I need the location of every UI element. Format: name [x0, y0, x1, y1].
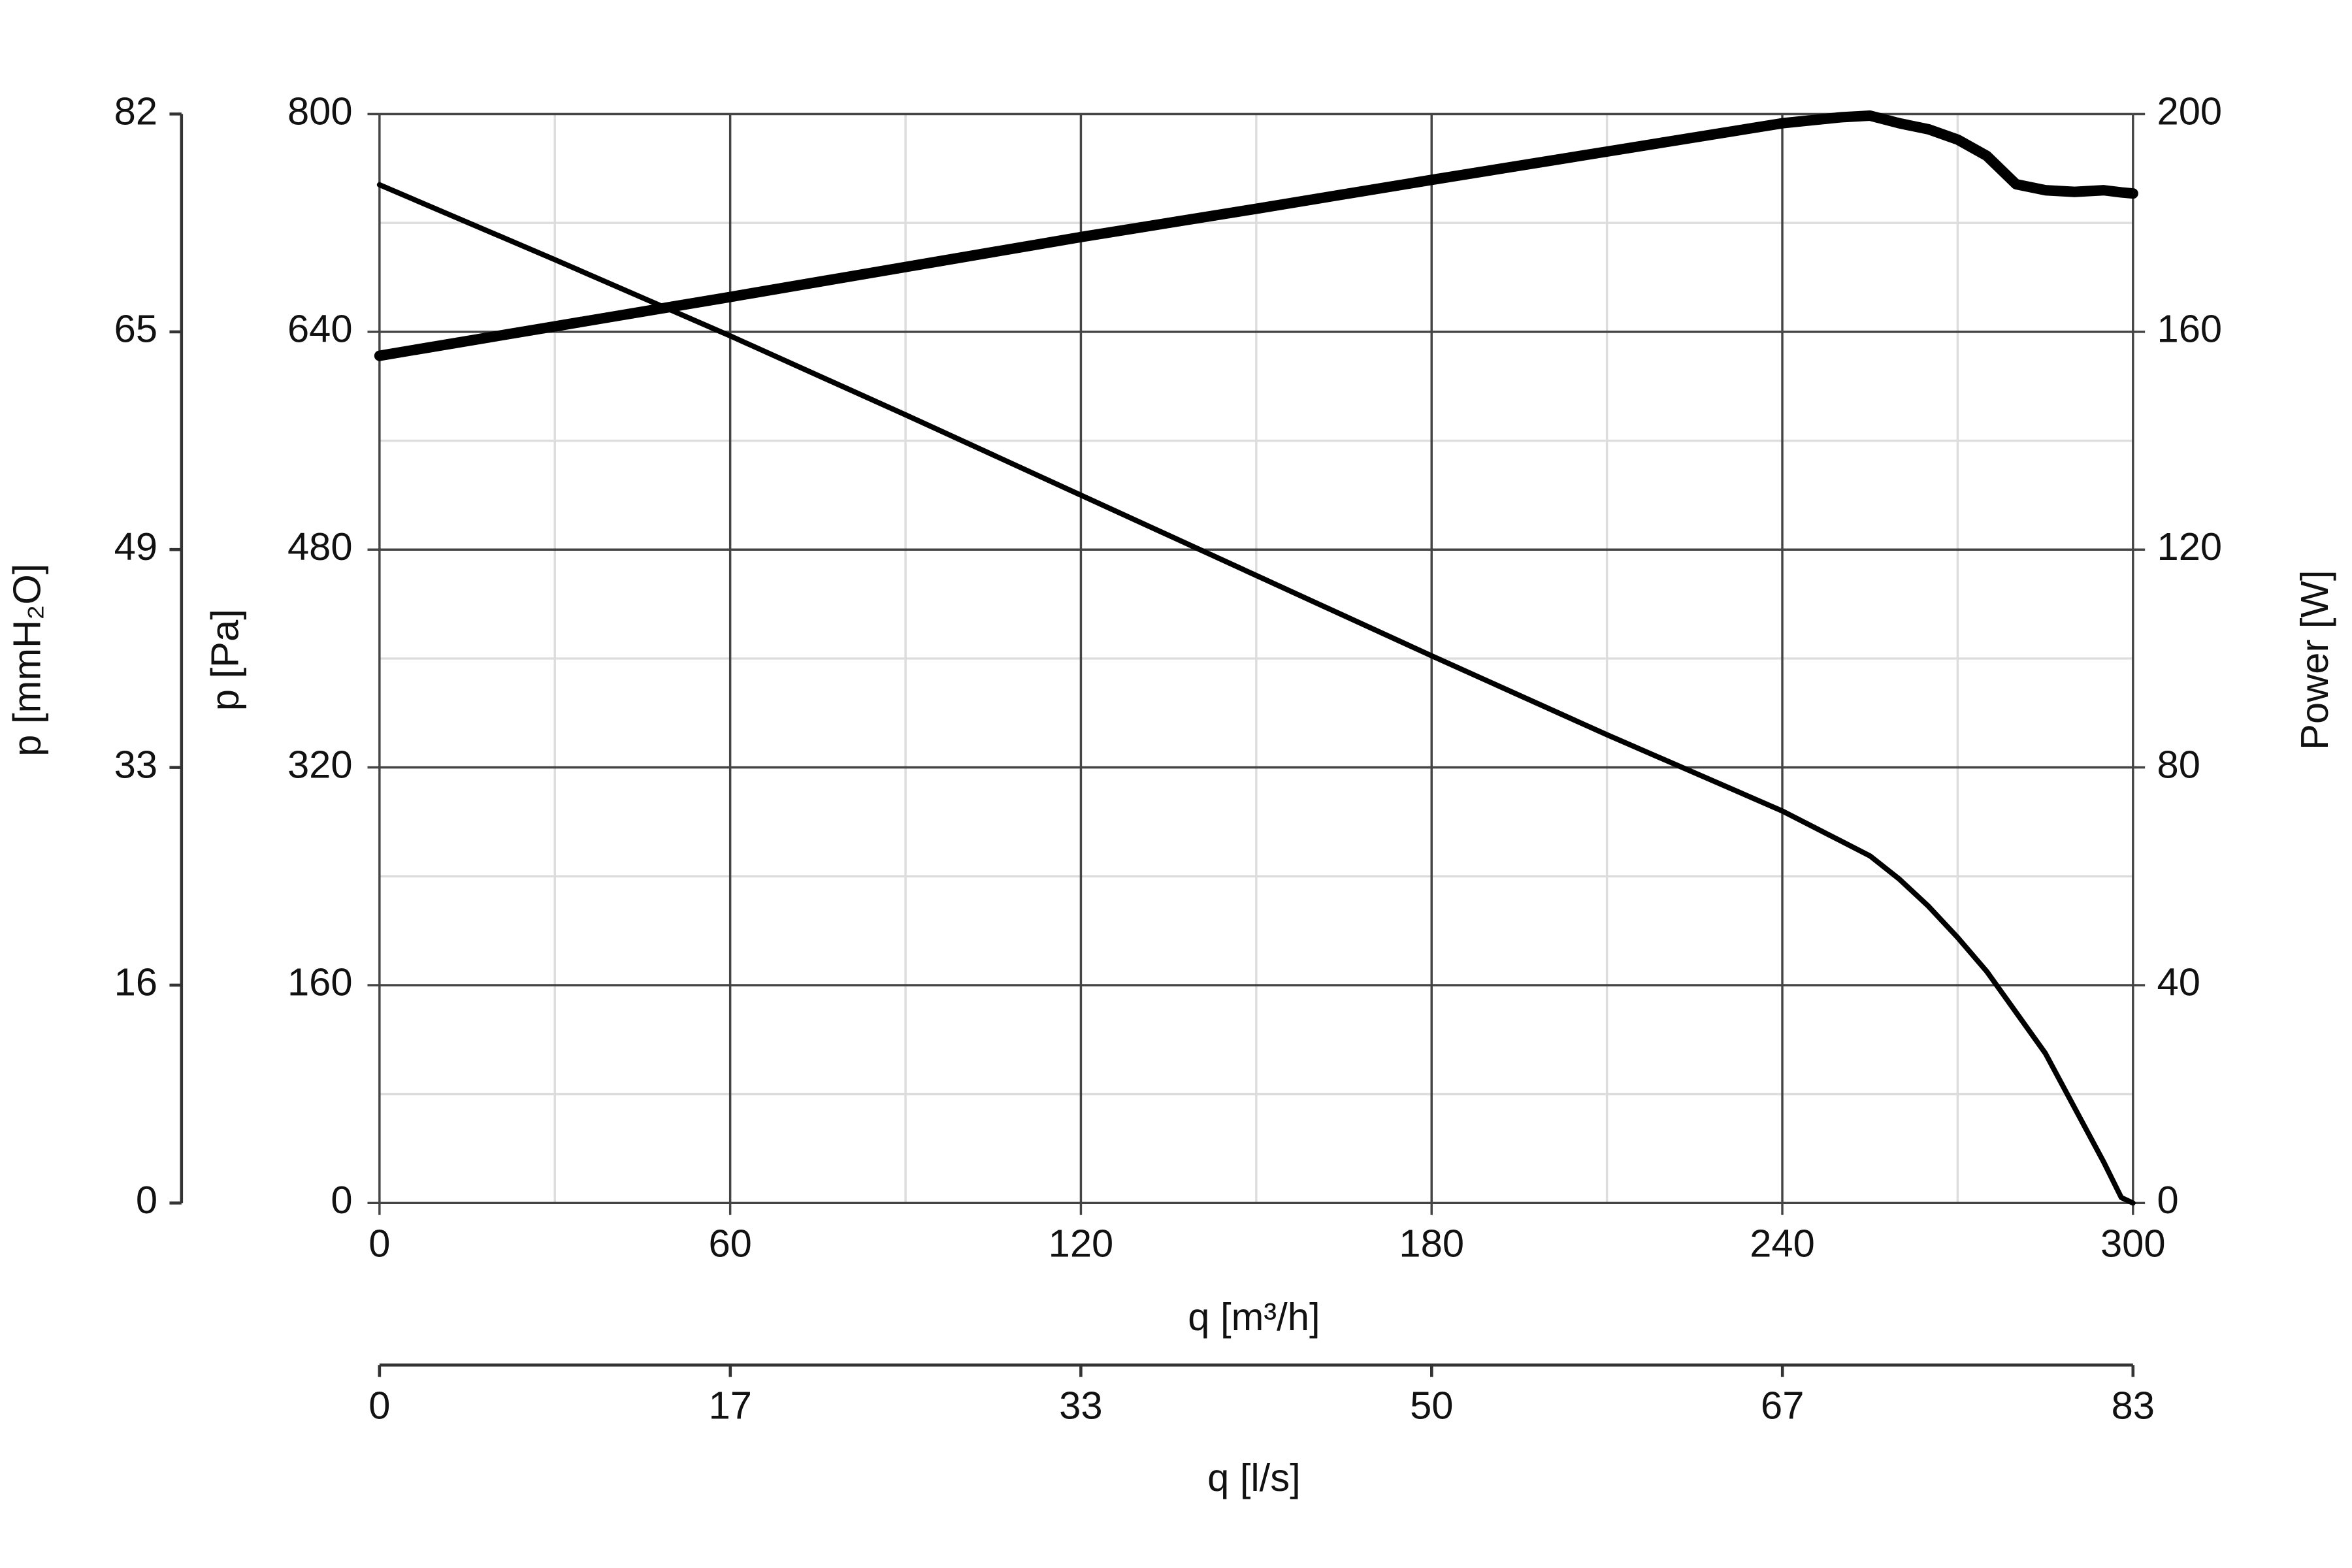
- x-tick-label: 300: [2100, 1222, 2166, 1266]
- y3-axis-title: p [mmH₂O]: [5, 564, 49, 757]
- y3-tick-label: 16: [114, 960, 157, 1004]
- data-line: [374, 110, 2138, 361]
- y-tick-label: 480: [287, 525, 353, 568]
- x-axis-title: q [m³/h]: [1188, 1295, 1320, 1339]
- x-tick-label: 120: [1049, 1222, 1114, 1266]
- y3-tick-label: 0: [136, 1178, 157, 1222]
- data-line: [376, 182, 2136, 1206]
- x2-tick-label: 50: [1410, 1384, 1453, 1428]
- y-tick-label: 800: [287, 89, 353, 133]
- x2-tick-label: 33: [1059, 1384, 1102, 1428]
- y2-tick-label: 120: [2157, 525, 2223, 568]
- y-axis-title: p [Pa]: [203, 609, 247, 711]
- x2-tick-label: 67: [1761, 1384, 1804, 1428]
- x-tick-label: 180: [1399, 1222, 1464, 1266]
- y-tick-label: 0: [331, 1178, 352, 1222]
- x2-tick-label: 0: [368, 1384, 390, 1428]
- x-tick-label: 60: [708, 1222, 751, 1266]
- y2-tick-label: 0: [2157, 1178, 2179, 1222]
- y-tick-label: 640: [287, 307, 353, 351]
- y2-tick-label: 160: [2157, 307, 2223, 351]
- x2-tick-label: 83: [2112, 1384, 2155, 1428]
- x-tick-label: 0: [368, 1222, 390, 1266]
- y-tick-label: 160: [287, 960, 353, 1004]
- y-tick-label: 320: [287, 742, 353, 786]
- y3-tick-label: 49: [114, 525, 157, 568]
- y2-tick-label: 200: [2157, 89, 2223, 133]
- x-tick-label: 240: [1750, 1222, 1815, 1266]
- y3-tick-label: 82: [114, 89, 157, 133]
- x2-tick-label: 17: [709, 1384, 752, 1428]
- y2-axis-title: Power [W]: [2293, 570, 2336, 750]
- y3-tick-label: 33: [114, 742, 157, 786]
- y3-tick-label: 65: [114, 307, 157, 351]
- x2-axis-title: q [l/s]: [1207, 1456, 1301, 1499]
- y2-tick-label: 40: [2157, 960, 2200, 1004]
- y2-tick-label: 80: [2157, 742, 2200, 786]
